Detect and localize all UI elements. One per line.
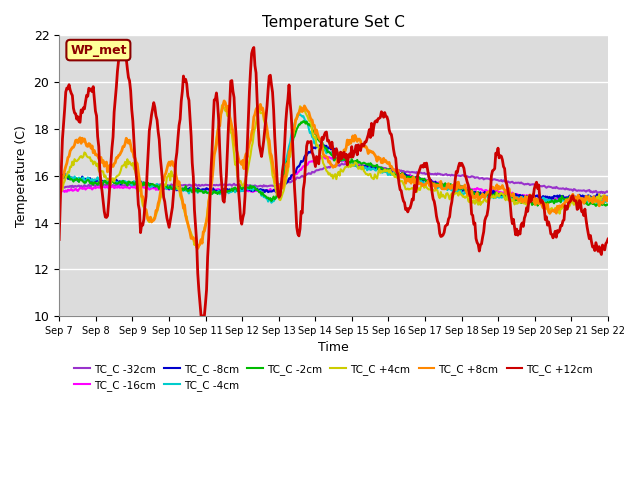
TC_C -4cm bbox=[506, 194, 514, 200]
TC_C -8cm bbox=[593, 192, 601, 197]
TC_C -2cm bbox=[321, 144, 328, 150]
TC_C +8cm bbox=[194, 246, 202, 252]
TC_C +12cm bbox=[355, 142, 362, 148]
TC_C +8cm bbox=[321, 154, 329, 159]
TC_C -16cm bbox=[319, 155, 327, 160]
Title: Temperature Set C: Temperature Set C bbox=[262, 15, 405, 30]
TC_C -2cm bbox=[300, 118, 307, 124]
TC_C +4cm bbox=[318, 154, 326, 160]
TC_C -8cm bbox=[604, 194, 612, 200]
TC_C +12cm bbox=[55, 237, 63, 242]
Line: TC_C -32cm: TC_C -32cm bbox=[59, 163, 608, 193]
TC_C +8cm bbox=[220, 98, 228, 104]
TC_C -8cm bbox=[316, 143, 324, 148]
Line: TC_C +8cm: TC_C +8cm bbox=[59, 101, 608, 249]
TC_C -2cm bbox=[592, 203, 600, 209]
TC_C -4cm bbox=[55, 171, 63, 177]
TC_C -16cm bbox=[584, 198, 592, 204]
TC_C +8cm bbox=[508, 192, 515, 198]
TC_C -16cm bbox=[316, 156, 324, 162]
TC_C -16cm bbox=[593, 198, 601, 204]
TC_C -32cm bbox=[319, 166, 327, 171]
TC_C -8cm bbox=[353, 164, 361, 169]
TC_C -2cm bbox=[604, 202, 612, 207]
Line: TC_C -4cm: TC_C -4cm bbox=[59, 112, 608, 204]
Y-axis label: Temperature (C): Temperature (C) bbox=[15, 125, 28, 227]
TC_C -32cm bbox=[349, 160, 356, 166]
TC_C +12cm bbox=[318, 134, 326, 140]
TC_C +8cm bbox=[55, 192, 63, 197]
TC_C -32cm bbox=[592, 188, 600, 194]
TC_C -16cm bbox=[55, 191, 63, 196]
TC_C -4cm bbox=[295, 109, 303, 115]
TC_C +8cm bbox=[384, 161, 392, 167]
TC_C -2cm bbox=[383, 167, 391, 172]
TC_C -2cm bbox=[353, 157, 361, 163]
TC_C -4cm bbox=[383, 169, 391, 175]
TC_C -4cm bbox=[593, 201, 601, 207]
Line: TC_C -2cm: TC_C -2cm bbox=[59, 121, 608, 206]
TC_C +4cm bbox=[321, 165, 329, 171]
TC_C -32cm bbox=[506, 180, 514, 185]
TC_C +12cm bbox=[604, 236, 612, 242]
TC_C -2cm bbox=[506, 192, 514, 198]
TC_C +4cm bbox=[384, 168, 392, 173]
TC_C -8cm bbox=[321, 143, 328, 148]
TC_C -4cm bbox=[604, 198, 612, 204]
TC_C -32cm bbox=[383, 166, 391, 172]
TC_C -32cm bbox=[601, 190, 609, 196]
X-axis label: Time: Time bbox=[318, 341, 349, 354]
TC_C -16cm bbox=[604, 196, 612, 202]
TC_C -32cm bbox=[604, 189, 612, 195]
TC_C +4cm bbox=[355, 166, 362, 172]
TC_C -32cm bbox=[353, 162, 361, 168]
Text: WP_met: WP_met bbox=[70, 44, 127, 57]
TC_C -4cm bbox=[317, 147, 324, 153]
TC_C +12cm bbox=[198, 313, 206, 319]
TC_C +4cm bbox=[604, 195, 612, 201]
Legend: TC_C -32cm, TC_C -16cm, TC_C -8cm, TC_C -4cm, TC_C -2cm, TC_C +4cm, TC_C +8cm, T: TC_C -32cm, TC_C -16cm, TC_C -8cm, TC_C … bbox=[70, 360, 597, 395]
TC_C -16cm bbox=[506, 192, 514, 197]
TC_C -4cm bbox=[353, 164, 361, 170]
TC_C +4cm bbox=[193, 244, 200, 250]
TC_C +12cm bbox=[508, 213, 515, 219]
TC_C -8cm bbox=[547, 197, 555, 203]
TC_C +4cm bbox=[508, 198, 515, 204]
TC_C -16cm bbox=[383, 168, 391, 174]
TC_C -8cm bbox=[506, 193, 514, 199]
Line: TC_C -8cm: TC_C -8cm bbox=[59, 144, 608, 200]
TC_C +8cm bbox=[593, 198, 601, 204]
TC_C -2cm bbox=[55, 169, 63, 175]
TC_C -2cm bbox=[317, 138, 324, 144]
TC_C +12cm bbox=[593, 244, 601, 250]
TC_C +12cm bbox=[120, 44, 128, 49]
Line: TC_C +4cm: TC_C +4cm bbox=[59, 105, 608, 247]
TC_C +4cm bbox=[593, 194, 601, 200]
TC_C -4cm bbox=[592, 199, 600, 205]
TC_C -8cm bbox=[55, 172, 63, 178]
TC_C -16cm bbox=[321, 153, 328, 158]
TC_C +8cm bbox=[604, 195, 612, 201]
TC_C -2cm bbox=[593, 202, 601, 208]
TC_C +12cm bbox=[384, 118, 392, 123]
TC_C -4cm bbox=[321, 147, 328, 153]
TC_C -32cm bbox=[55, 184, 63, 190]
TC_C +4cm bbox=[55, 193, 63, 199]
TC_C -16cm bbox=[353, 163, 361, 169]
Line: TC_C +12cm: TC_C +12cm bbox=[59, 47, 608, 316]
TC_C +4cm bbox=[218, 102, 226, 108]
TC_C -8cm bbox=[383, 168, 391, 174]
TC_C -8cm bbox=[317, 142, 324, 147]
TC_C -32cm bbox=[316, 167, 324, 172]
TC_C +8cm bbox=[318, 142, 326, 148]
TC_C +12cm bbox=[321, 130, 329, 135]
Line: TC_C -16cm: TC_C -16cm bbox=[59, 156, 608, 201]
TC_C +8cm bbox=[355, 136, 362, 142]
